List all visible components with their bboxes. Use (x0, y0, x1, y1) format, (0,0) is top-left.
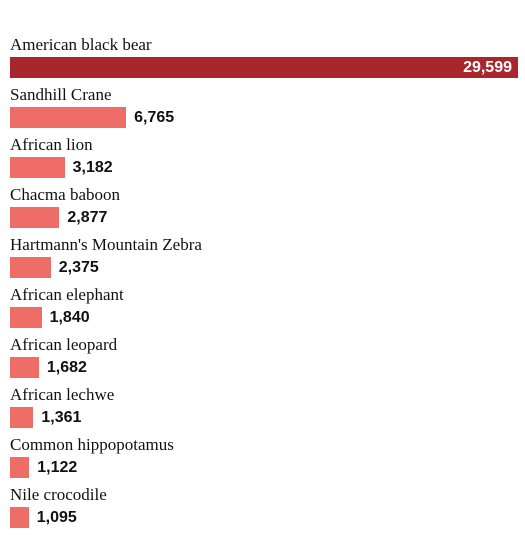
category-label: Common hippopotamus (10, 435, 174, 454)
value-label: 2,375 (58, 259, 99, 276)
category-label: African lechwe (10, 385, 115, 404)
bar-row: Chacma baboon 2,877 (0, 185, 525, 235)
category-label: Hartmann's Mountain Zebra (10, 235, 202, 254)
value-label: 1,122 (37, 459, 78, 476)
value-label: 1,682 (46, 359, 87, 376)
bar (10, 307, 42, 328)
bar (10, 457, 30, 478)
category-label: Chacma baboon (10, 185, 120, 204)
bar-row: Nile crocodile 1,095 (0, 485, 525, 535)
bar-row: African lion 3,182 (0, 135, 525, 185)
bar (10, 57, 518, 78)
category-label: African leopard (10, 335, 118, 354)
value-label: 29,599 (463, 59, 512, 76)
category-label: Sandhill Crane (10, 85, 112, 104)
bar (10, 107, 127, 128)
bar-row: Common hippopotamus 1,122 (0, 435, 525, 485)
bar (10, 507, 29, 528)
bar (10, 207, 60, 228)
category-label: Nile crocodile (10, 485, 107, 504)
bar-row: Sandhill Crane 6,765 (0, 85, 525, 135)
value-label: 1,095 (36, 509, 77, 526)
bar (10, 407, 34, 428)
bar (10, 357, 39, 378)
value-label: 6,765 (134, 109, 175, 126)
bar (10, 157, 65, 178)
value-label: 1,361 (41, 409, 82, 426)
bar-row: Hartmann's Mountain Zebra 2,375 (0, 235, 525, 285)
value-label: 1,840 (49, 309, 90, 326)
category-label: African lion (10, 135, 93, 154)
bar-row: African lechwe 1,361 (0, 385, 525, 435)
bar-row: American black bear 29,599 (0, 35, 525, 85)
bar (10, 257, 51, 278)
value-label: 3,182 (72, 159, 113, 176)
value-label: 2,877 (67, 209, 108, 226)
category-label: American black bear (10, 35, 152, 54)
bar-row: African leopard 1,682 (0, 335, 525, 385)
bar-row: African elephant 1,840 (0, 285, 525, 335)
category-label: African elephant (10, 285, 124, 304)
